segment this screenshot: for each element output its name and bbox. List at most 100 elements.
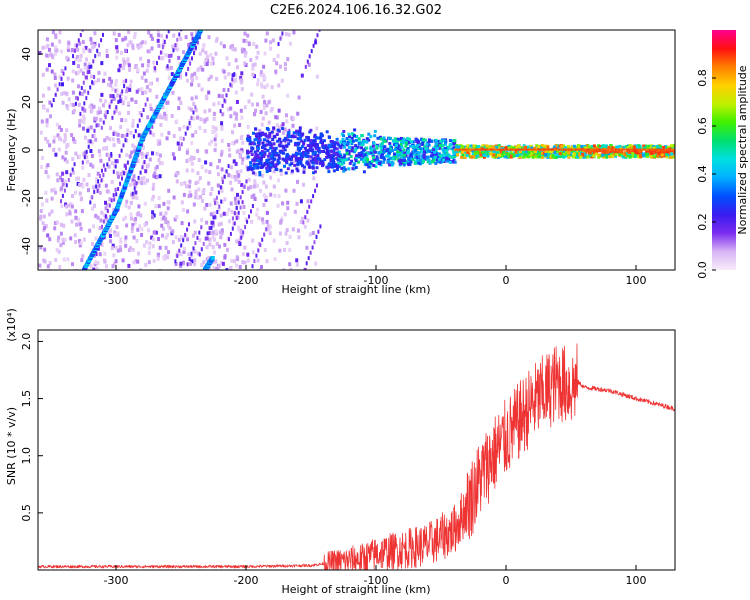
heatmap-cell	[58, 75, 62, 80]
heatmap-cell	[267, 158, 271, 162]
heatmap-cell	[167, 54, 171, 58]
heatmap-cell	[476, 154, 480, 158]
heatmap-cell	[274, 69, 278, 74]
heatmap-cell	[422, 138, 425, 142]
heatmap-cell	[241, 200, 244, 205]
heatmap-cell	[99, 218, 103, 223]
heatmap-cell	[93, 128, 96, 133]
heatmap-cell	[253, 179, 257, 184]
heatmap-cell	[122, 217, 126, 222]
heatmap-cell	[134, 259, 138, 264]
heatmap-cell	[648, 147, 652, 150]
heatmap-cell	[220, 149, 224, 154]
heatmap-cell	[416, 141, 420, 145]
heatmap-cell	[584, 151, 588, 155]
heatmap-cell	[239, 169, 243, 174]
heatmap-cell	[217, 207, 221, 212]
heatmap-cell	[233, 72, 236, 77]
heatmap-cell	[670, 144, 674, 148]
heatmap-cell	[483, 155, 486, 159]
heatmap-cell	[262, 155, 266, 158]
heatmap-cell	[229, 106, 233, 111]
heatmap-cell	[209, 61, 213, 66]
heatmap-cell	[71, 194, 74, 198]
heatmap-cell	[118, 245, 122, 250]
heatmap-cell	[305, 245, 309, 250]
heatmap-cell	[249, 161, 253, 165]
heatmap-cell	[174, 43, 177, 48]
heatmap-cell	[100, 61, 104, 66]
heatmap-cell	[86, 159, 90, 164]
heatmap-cell	[276, 128, 280, 132]
heatmap-cell	[125, 199, 129, 204]
heatmap-cell	[276, 54, 280, 58]
heatmap-cell	[143, 160, 146, 164]
heatmap-cell	[83, 62, 87, 67]
heatmap-cell	[579, 155, 583, 159]
heatmap-cell	[261, 131, 265, 135]
heatmap-cell	[432, 146, 436, 150]
heatmap-cell	[285, 228, 289, 233]
heatmap-cell	[156, 61, 158, 65]
heatmap-cell	[43, 247, 47, 252]
heatmap-cell	[376, 157, 380, 161]
heatmap-cell	[616, 148, 619, 151]
heatmap-cell	[335, 141, 339, 145]
heatmap-cell	[538, 151, 541, 155]
heatmap-cell	[227, 237, 230, 242]
heatmap-cell	[81, 106, 84, 111]
y-tick-label: 1.0	[20, 447, 33, 465]
heatmap-cell	[210, 139, 213, 144]
heatmap-cell	[265, 103, 269, 108]
heatmap-cell	[186, 126, 189, 131]
y-tick-label: -40	[20, 237, 33, 255]
heatmap-cell	[262, 193, 266, 198]
heatmap-cell	[66, 257, 70, 262]
heatmap-cell	[256, 159, 260, 163]
heatmap-cell	[354, 154, 358, 158]
heatmap-cell	[261, 146, 264, 149]
heatmap-cell	[434, 161, 438, 165]
heatmap-cell	[236, 215, 240, 220]
heatmap-cell	[212, 220, 215, 225]
heatmap-cell	[254, 152, 258, 156]
heatmap-cell	[215, 241, 219, 246]
heatmap-cell	[152, 182, 156, 187]
heatmap-cell	[142, 71, 146, 76]
heatmap-cell	[564, 151, 568, 155]
heatmap-cell	[121, 37, 125, 42]
heatmap-cell	[233, 111, 237, 116]
heatmap-cell	[94, 213, 98, 218]
heatmap-cell	[242, 205, 246, 209]
heatmap-cell	[67, 203, 71, 208]
heatmap-cell	[101, 224, 103, 229]
heatmap-cell	[201, 198, 204, 203]
heatmap-cell	[345, 148, 349, 152]
heatmap-cell	[366, 161, 370, 165]
heatmap-cell	[88, 69, 91, 74]
heatmap-cell	[80, 258, 84, 263]
heatmap-cell	[425, 143, 429, 146]
heatmap-cell	[185, 168, 189, 173]
heatmap-cell	[664, 145, 668, 149]
heatmap-cell	[484, 151, 488, 155]
heatmap-cell	[417, 144, 421, 148]
heatmap-cell	[546, 150, 550, 154]
heatmap-cell	[335, 137, 339, 141]
heatmap-cell	[635, 145, 639, 148]
heatmap-cell	[670, 148, 673, 151]
heatmap-cell	[249, 149, 253, 153]
heatmap-cell	[171, 90, 175, 95]
heatmap-cell	[81, 71, 85, 76]
heatmap-cell	[299, 199, 303, 204]
heatmap-cell	[285, 129, 289, 134]
heatmap-cell	[601, 153, 605, 157]
heatmap-cell	[123, 163, 127, 168]
heatmap-cell	[166, 199, 170, 204]
heatmap-cell	[665, 150, 669, 154]
heatmap-cell	[123, 171, 125, 176]
heatmap-cell	[327, 135, 331, 139]
heatmap-cell	[311, 145, 315, 150]
heatmap-cell	[525, 145, 529, 149]
heatmap-cell	[578, 152, 582, 156]
